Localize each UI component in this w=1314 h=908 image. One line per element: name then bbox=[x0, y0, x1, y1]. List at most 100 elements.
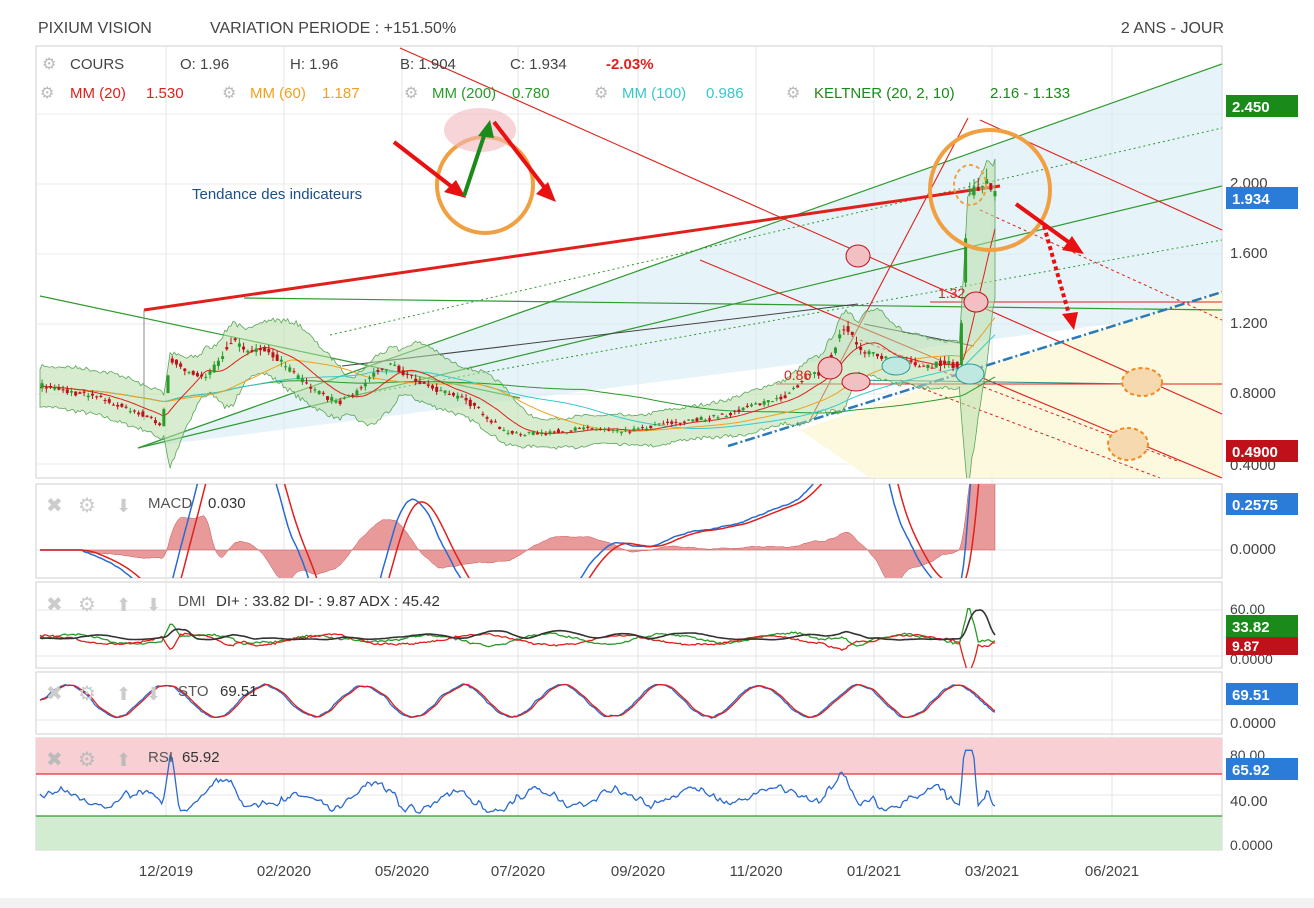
candle-body bbox=[917, 366, 921, 368]
candle-body bbox=[120, 403, 124, 407]
rsi-gear-icon[interactable]: ⚙ bbox=[78, 749, 96, 771]
candle-body bbox=[812, 372, 816, 374]
candle-body bbox=[615, 430, 619, 432]
candle-body bbox=[250, 350, 254, 352]
candle-body bbox=[86, 395, 90, 398]
sto-gear-icon[interactable]: ⚙ bbox=[78, 683, 96, 705]
keltner-band bbox=[39, 158, 996, 478]
rsi-badge bbox=[1226, 758, 1298, 780]
y-tick-0800: 0.8000 bbox=[1230, 385, 1276, 402]
candle-body bbox=[174, 359, 178, 365]
sto-close-icon[interactable]: ✖ bbox=[46, 683, 63, 705]
candle-body bbox=[880, 355, 884, 359]
candle-body bbox=[695, 418, 699, 422]
candle-body bbox=[355, 390, 359, 396]
cours-label: COURS bbox=[70, 56, 124, 73]
candle-body bbox=[363, 383, 367, 387]
dmi-up-icon[interactable]: ⬆ bbox=[116, 595, 131, 615]
candle-body bbox=[859, 346, 863, 350]
candle-body bbox=[510, 430, 514, 434]
candle-body bbox=[716, 417, 720, 419]
sto-badge bbox=[1226, 683, 1298, 705]
candle-body bbox=[729, 412, 733, 416]
candle-body bbox=[787, 392, 791, 394]
candle-body bbox=[548, 431, 552, 434]
candle-body bbox=[766, 400, 770, 403]
candle-body bbox=[758, 403, 762, 406]
candle-body bbox=[447, 393, 451, 395]
cours-gear-icon[interactable]: ⚙ bbox=[42, 56, 56, 73]
dmi-panel bbox=[35, 581, 1223, 669]
di-plus-line bbox=[39, 608, 996, 648]
badge-2450-text: 2.450 bbox=[1232, 99, 1270, 116]
candle-body bbox=[195, 373, 199, 377]
candle-body bbox=[833, 347, 837, 353]
macd-gear-icon[interactable]: ⚙ bbox=[78, 495, 96, 517]
macd-badge bbox=[1226, 493, 1298, 515]
candle-body bbox=[103, 399, 107, 402]
badge-0490-text: 0.4900 bbox=[1232, 444, 1278, 461]
candle-body bbox=[69, 391, 73, 393]
candle-body bbox=[556, 429, 560, 433]
candle-body bbox=[313, 389, 317, 391]
candle-body bbox=[229, 343, 233, 345]
badge-0490 bbox=[1226, 440, 1298, 462]
candle-body bbox=[389, 363, 393, 365]
dmi-close-icon[interactable]: ✖ bbox=[46, 594, 63, 616]
mm200-value: 0.780 bbox=[512, 85, 550, 102]
candle-body bbox=[216, 360, 220, 367]
mm100-gear-icon[interactable]: ⚙ bbox=[594, 85, 608, 102]
sto-up-icon[interactable]: ⬆ bbox=[116, 684, 131, 704]
candle-body bbox=[191, 370, 195, 375]
candle-body bbox=[930, 367, 934, 369]
candle-body bbox=[624, 429, 628, 431]
macd-close-icon[interactable]: ✖ bbox=[46, 495, 63, 517]
keltner-gear-icon[interactable]: ⚙ bbox=[786, 85, 800, 102]
candle-body bbox=[737, 409, 741, 412]
mm60-gear-icon[interactable]: ⚙ bbox=[222, 85, 236, 102]
sto-down-icon[interactable]: ⬇ bbox=[146, 684, 161, 704]
rsi-up-icon[interactable]: ⬆ bbox=[116, 750, 131, 770]
candle-body bbox=[275, 354, 279, 361]
level-086-label: 0.86 bbox=[784, 367, 811, 383]
mm20-gear-icon[interactable]: ⚙ bbox=[40, 85, 54, 102]
candle-body bbox=[922, 365, 926, 367]
candle-body bbox=[800, 381, 804, 383]
candle-body bbox=[426, 384, 430, 386]
footer-bar bbox=[0, 898, 1314, 908]
candle-body bbox=[61, 389, 65, 391]
macd-down-icon[interactable]: ⬇ bbox=[116, 496, 131, 516]
candle-body bbox=[183, 368, 187, 372]
dmi-down-icon[interactable]: ⬇ bbox=[146, 595, 161, 615]
candle-body bbox=[477, 406, 481, 408]
sto-y-tick-0: 0.0000 bbox=[1230, 715, 1276, 732]
macd-signal-line bbox=[40, 484, 980, 578]
candle-body bbox=[204, 376, 208, 378]
candle-body bbox=[359, 387, 363, 389]
candle-body bbox=[158, 423, 162, 426]
rsi-close-icon[interactable]: ✖ bbox=[46, 749, 63, 771]
candle-body bbox=[619, 432, 623, 434]
candle-body bbox=[846, 326, 850, 332]
candle-body bbox=[435, 386, 439, 392]
candle-body bbox=[187, 372, 191, 374]
candle-body bbox=[636, 428, 640, 430]
dmi-gear-icon[interactable]: ⚙ bbox=[78, 594, 96, 616]
candle-body bbox=[368, 377, 372, 379]
candle-body bbox=[116, 404, 120, 407]
candle-body bbox=[200, 374, 204, 377]
sto-badge-text: 69.51 bbox=[1232, 687, 1270, 704]
candle-body bbox=[170, 358, 174, 363]
price-candles bbox=[40, 168, 997, 437]
candle-body bbox=[481, 413, 485, 416]
candle-body bbox=[137, 412, 141, 415]
candle-body bbox=[460, 396, 464, 398]
candle-body bbox=[993, 191, 997, 197]
mm200-gear-icon[interactable]: ⚙ bbox=[404, 85, 418, 102]
period-label[interactable]: 2 ANS - JOUR bbox=[1121, 20, 1224, 37]
candle-body bbox=[53, 387, 57, 390]
candle-body bbox=[590, 428, 594, 430]
candle-body bbox=[867, 351, 871, 355]
candle-body bbox=[989, 183, 993, 190]
candle-body bbox=[384, 369, 388, 371]
